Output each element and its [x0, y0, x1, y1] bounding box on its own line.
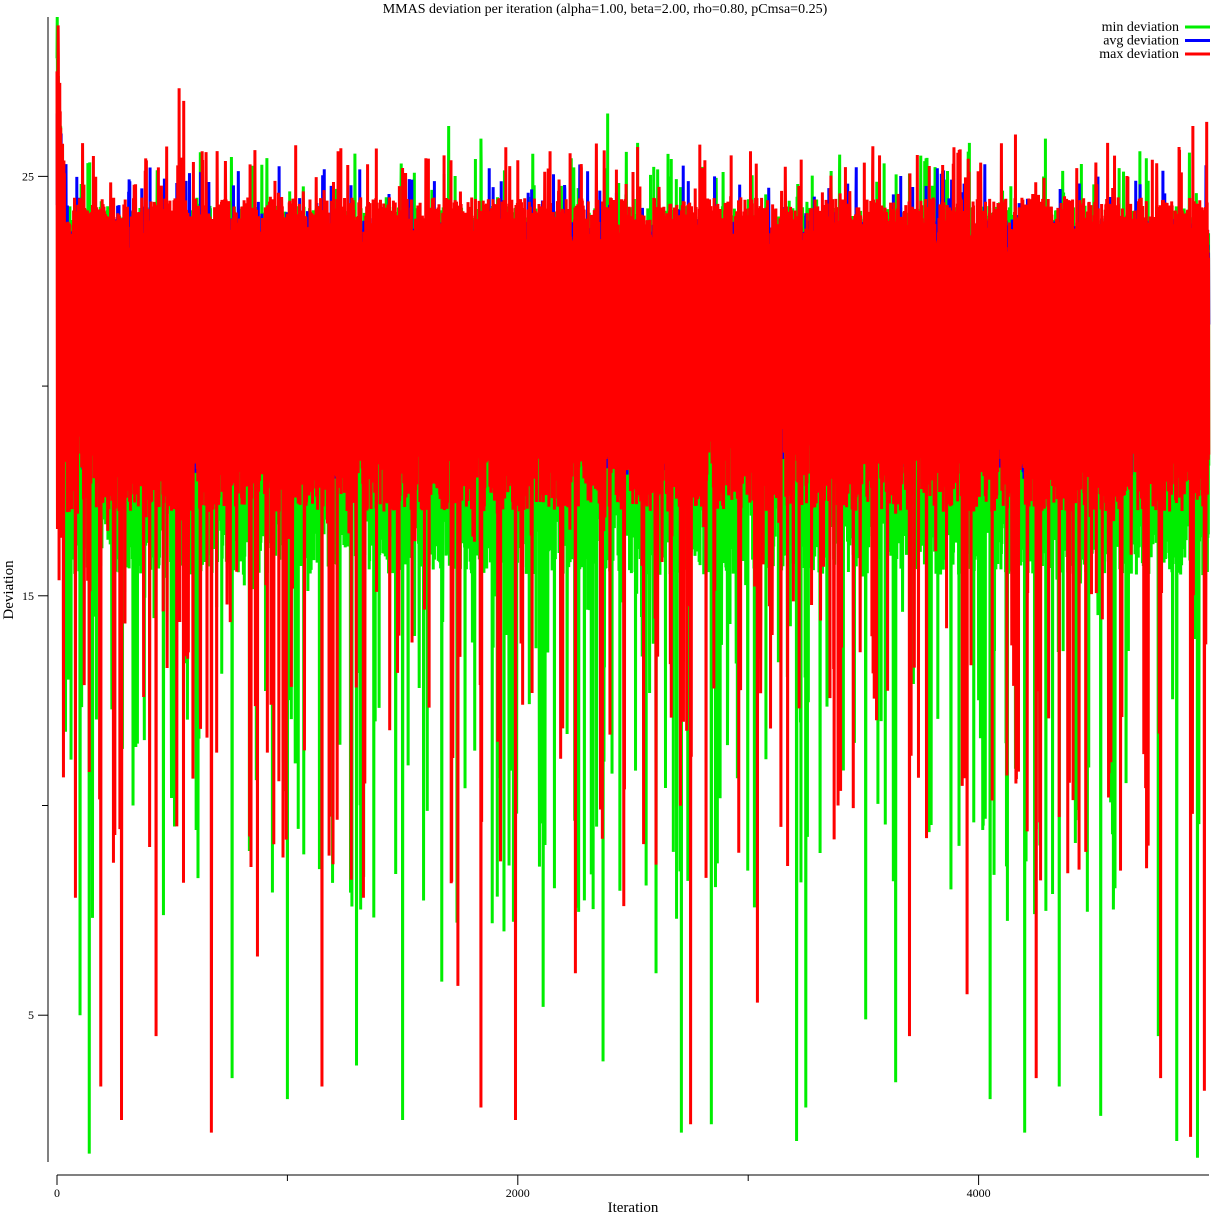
chart-title: MMAS deviation per iteration (alpha=1.00… [383, 2, 828, 17]
legend-label: avg deviation [1103, 34, 1179, 49]
y-tick-label: 25 [22, 169, 34, 183]
x-tick-label: 4000 [967, 1186, 991, 1200]
x-tick-label: 0 [54, 1186, 60, 1200]
series-layer [55, 16, 1211, 1158]
y-tick-label: 15 [22, 589, 34, 603]
x-tick-label: 2000 [506, 1186, 530, 1200]
y-tick-label: 5 [28, 1008, 34, 1022]
axes-layer: 5 15 25 0 2000 4000 [22, 17, 1209, 1200]
legend-label: max deviation [1099, 47, 1179, 62]
legend-label: min deviation [1102, 20, 1179, 35]
x-axis-title: Iteration [608, 1200, 659, 1216]
y-axis-title: Deviation [1, 560, 17, 620]
series-line-max-deviation [55, 25, 1211, 1137]
